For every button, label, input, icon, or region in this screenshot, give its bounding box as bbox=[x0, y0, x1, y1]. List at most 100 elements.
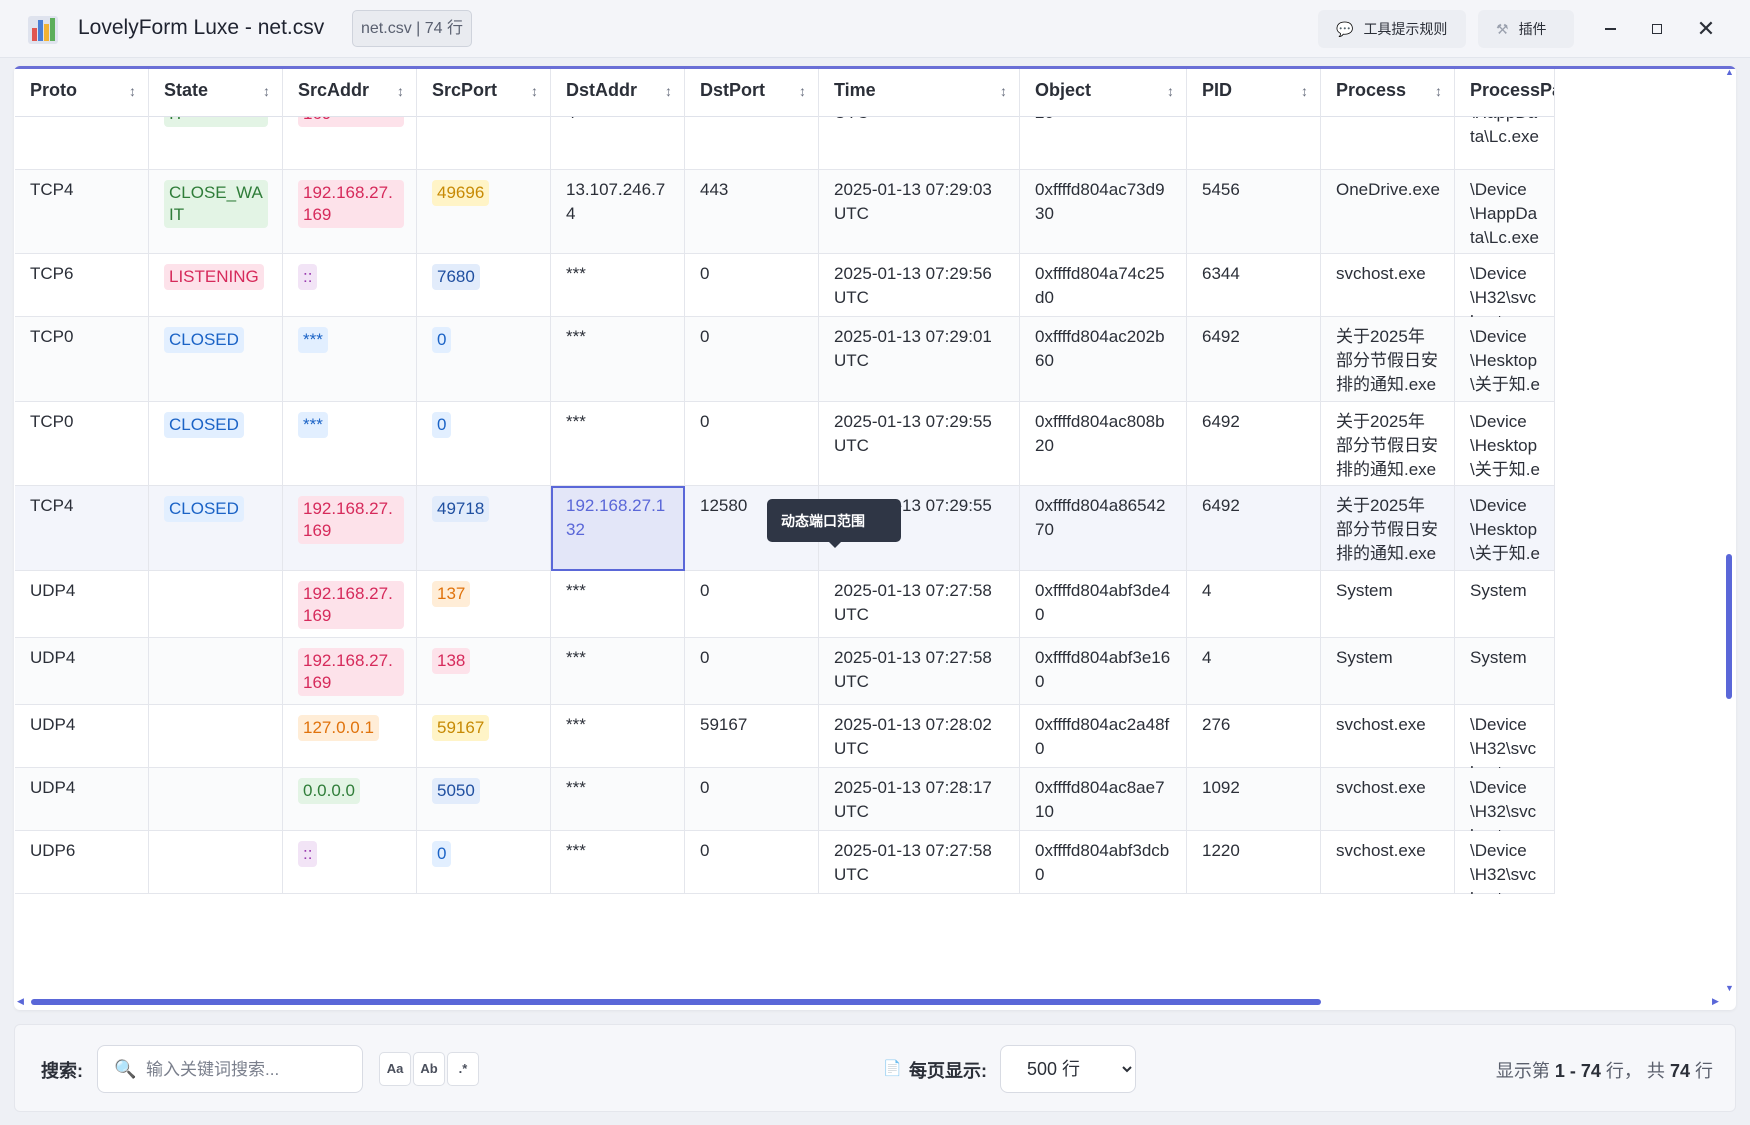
cell-time[interactable]: 2025-01-13 07:27:58 UTC bbox=[819, 831, 1020, 894]
cell-process[interactable]: 关于2025年部分节假日安排的通知.exe bbox=[1321, 402, 1455, 486]
cell-processpa[interactable]: System bbox=[1455, 638, 1555, 705]
cell-process[interactable]: svchost.exe bbox=[1321, 831, 1455, 894]
maximize-button[interactable] bbox=[1637, 10, 1677, 48]
sort-icon[interactable]: ↕ bbox=[263, 83, 270, 99]
cell-object[interactable]: 0xffffd804a8654270 bbox=[1020, 486, 1187, 571]
table-row[interactable]: UDP4 127.0.0.1 59167 *** 59167 2025-01-13 07:… bbox=[15, 705, 1555, 768]
column-header-object[interactable]: Object ↕ bbox=[1020, 69, 1187, 117]
cell-srcport[interactable]: 5050 bbox=[417, 768, 551, 831]
cell-process[interactable]: svchost.exe bbox=[1321, 254, 1455, 317]
table-row[interactable]: TCP4 CLOSE_WAIT 192.168.27.169 49696 13.107.… bbox=[15, 170, 1555, 254]
horizontal-scrollbar[interactable]: ◀ ▶ bbox=[15, 996, 1725, 1008]
cell-dstaddr[interactable]: *** bbox=[551, 254, 685, 317]
search-input[interactable] bbox=[146, 1056, 351, 1084]
cell-srcport[interactable]: 137 bbox=[417, 571, 551, 638]
cell-process[interactable]: svchost.exe bbox=[1321, 705, 1455, 768]
cell-processpa[interactable]: \Device\Hesktop\关于知.exe bbox=[1455, 486, 1555, 571]
regex-button[interactable]: .* bbox=[447, 1052, 479, 1086]
cell-pid[interactable]: 5456 bbox=[1187, 170, 1321, 254]
cell-dstport[interactable]: 0 bbox=[685, 831, 819, 894]
cell-time[interactable]: 2025-01-13 07:27:58 UTC bbox=[819, 571, 1020, 638]
cell-proto[interactable]: UDP6 bbox=[15, 831, 149, 894]
data-table[interactable]: TCP4CLOSE_WAIT192.168.27.1694969513.107.… bbox=[15, 69, 1721, 996]
close-button[interactable]: ✕ bbox=[1686, 10, 1726, 48]
cell-proto[interactable]: TCP6 bbox=[15, 254, 149, 317]
cell-process[interactable]: System bbox=[1321, 638, 1455, 705]
cell-srcaddr[interactable]: 192.168.27.169 bbox=[283, 571, 417, 638]
column-header-time[interactable]: Time ↕ bbox=[819, 69, 1020, 117]
cell-object[interactable]: 0xffffd804ac202b60 bbox=[1020, 317, 1187, 402]
cell-dstport[interactable]: 0 bbox=[685, 638, 819, 705]
cell-proto[interactable]: UDP4 bbox=[15, 571, 149, 638]
column-header-dstport[interactable]: DstPort ↕ bbox=[685, 69, 819, 117]
cell-dstport[interactable]: 59167 bbox=[685, 705, 819, 768]
cell-pid[interactable]: 1092 bbox=[1187, 768, 1321, 831]
cell-proto[interactable]: UDP4 bbox=[15, 638, 149, 705]
cell-processpa[interactable]: \Device\HappData\Lc.exe bbox=[1455, 170, 1555, 254]
cell-time[interactable]: 2025-01-13 07:27:58 UTC bbox=[819, 638, 1020, 705]
cell-srcaddr[interactable]: 127.0.0.1 bbox=[283, 705, 417, 768]
cell-time[interactable]: 2025-01-13 07:28:17 UTC bbox=[819, 768, 1020, 831]
tooltip-rules-button[interactable]: 💬 工具提示规则 bbox=[1318, 10, 1466, 48]
cell-srcaddr[interactable]: 192.168.27.169 bbox=[283, 638, 417, 705]
cell-proto[interactable]: TCP4 bbox=[15, 170, 149, 254]
cell-dstport[interactable]: 0 bbox=[685, 317, 819, 402]
cell-pid[interactable]: 1220 bbox=[1187, 831, 1321, 894]
column-header-pid[interactable]: PID ↕ bbox=[1187, 69, 1321, 117]
cell-dstaddr[interactable]: 192.168.27.132 bbox=[551, 486, 685, 571]
table-row[interactable]: UDP4 0.0.0.0 5050 *** 0 2025-01-13 07:28:17 U… bbox=[15, 768, 1555, 831]
cell-processpa[interactable]: \Device\H32\svchost bbox=[1455, 705, 1555, 768]
cell-pid[interactable]: 276 bbox=[1187, 705, 1321, 768]
cell-dstaddr[interactable]: *** bbox=[551, 705, 685, 768]
cell-object[interactable]: 0xffffd804ac808b20 bbox=[1020, 402, 1187, 486]
cell-state[interactable] bbox=[149, 571, 283, 638]
cell-srcport[interactable]: 138 bbox=[417, 638, 551, 705]
cell-object[interactable]: 0xffffd804ac73d930 bbox=[1020, 170, 1187, 254]
vertical-scroll-thumb[interactable] bbox=[1726, 554, 1732, 699]
cell-dstaddr[interactable]: *** bbox=[551, 571, 685, 638]
cell-state[interactable]: LISTENING bbox=[149, 254, 283, 317]
cell-processpa[interactable]: \Device\H32\svchost bbox=[1455, 768, 1555, 831]
scroll-up-icon[interactable]: ▲ bbox=[1725, 67, 1734, 77]
cell-processpa[interactable]: System bbox=[1455, 571, 1555, 638]
cell-object[interactable]: 0xffffd804abf3dcb0 bbox=[1020, 831, 1187, 894]
sort-icon[interactable]: ↕ bbox=[799, 83, 806, 99]
cell-pid[interactable]: 6492 bbox=[1187, 402, 1321, 486]
vertical-scrollbar[interactable]: ▲ ▼ bbox=[1724, 67, 1734, 996]
cell-state[interactable]: CLOSE_WAIT bbox=[149, 170, 283, 254]
scroll-left-icon[interactable]: ◀ bbox=[17, 996, 24, 1006]
cell-object[interactable]: 0xffffd804a74c25d0 bbox=[1020, 254, 1187, 317]
column-header-state[interactable]: State ↕ bbox=[149, 69, 283, 117]
column-header-proto[interactable]: Proto ↕ bbox=[15, 69, 149, 117]
cell-srcport[interactable]: 59167 bbox=[417, 705, 551, 768]
cell-proto[interactable]: TCP0 bbox=[15, 402, 149, 486]
sort-icon[interactable]: ↕ bbox=[665, 83, 672, 99]
cell-pid[interactable]: 6492 bbox=[1187, 317, 1321, 402]
cell-dstaddr[interactable]: 13.107.246.74 bbox=[551, 170, 685, 254]
cell-srcport[interactable]: 0 bbox=[417, 402, 551, 486]
cell-srcport[interactable]: 49718 bbox=[417, 486, 551, 571]
cell-dstaddr[interactable]: *** bbox=[551, 768, 685, 831]
table-row[interactable]: UDP4 192.168.27.169 137 *** 0 2025-01-13 07:2… bbox=[15, 571, 1555, 638]
cell-proto[interactable]: UDP4 bbox=[15, 705, 149, 768]
scroll-down-icon[interactable]: ▼ bbox=[1725, 983, 1734, 993]
cell-dstaddr[interactable]: *** bbox=[551, 638, 685, 705]
sort-icon[interactable]: ↕ bbox=[1301, 83, 1308, 99]
cell-processpa[interactable]: \Device\Hesktop\关于知.exe bbox=[1455, 317, 1555, 402]
table-row[interactable]: TCP0 CLOSED *** 0 *** 0 2025-01-13 07:29:01 UT… bbox=[15, 317, 1555, 402]
search-box[interactable]: 🔍 bbox=[97, 1045, 363, 1093]
cell-srcport[interactable]: 0 bbox=[417, 831, 551, 894]
cell-pid[interactable]: 6344 bbox=[1187, 254, 1321, 317]
cell-dstport[interactable]: 0 bbox=[685, 571, 819, 638]
cell-srcaddr[interactable]: :: bbox=[283, 831, 417, 894]
cell-state[interactable]: CLOSED bbox=[149, 317, 283, 402]
cell-state[interactable]: CLOSED bbox=[149, 486, 283, 571]
cell-pid[interactable]: 4 bbox=[1187, 638, 1321, 705]
column-header-process[interactable]: Process ↕ bbox=[1321, 69, 1455, 117]
cell-dstaddr[interactable]: *** bbox=[551, 317, 685, 402]
cell-srcaddr[interactable]: 0.0.0.0 bbox=[283, 768, 417, 831]
cell-proto[interactable]: TCP0 bbox=[15, 317, 149, 402]
cell-srcaddr[interactable]: *** bbox=[283, 317, 417, 402]
cell-state[interactable] bbox=[149, 705, 283, 768]
cell-process[interactable]: 关于2025年部分节假日安排的通知.exe bbox=[1321, 486, 1455, 571]
